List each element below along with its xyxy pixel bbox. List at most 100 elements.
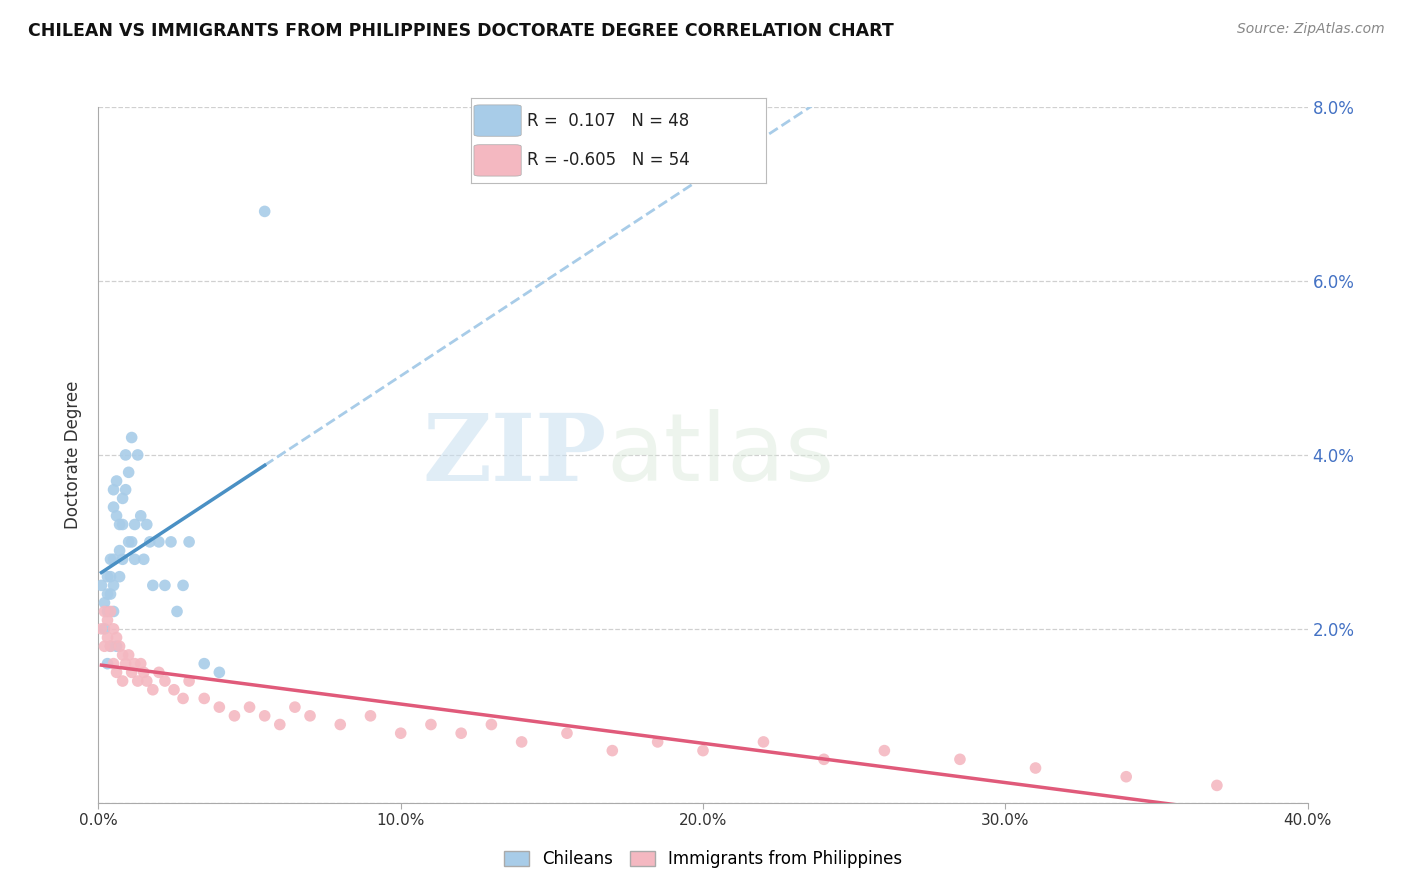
Point	[93, 639, 115, 653]
Point	[208, 665, 231, 680]
Point	[108, 639, 131, 653]
Point	[96, 605, 118, 619]
Point	[148, 665, 170, 680]
Point	[105, 474, 128, 488]
Point	[1024, 761, 1046, 775]
Point	[153, 674, 176, 689]
Point	[239, 700, 262, 714]
FancyBboxPatch shape	[474, 105, 522, 136]
Point	[100, 639, 122, 653]
Point	[108, 543, 131, 558]
Point	[172, 691, 194, 706]
Point	[253, 708, 276, 723]
Point	[96, 613, 118, 627]
Point	[166, 605, 188, 619]
Point	[103, 483, 125, 497]
Point	[127, 448, 149, 462]
Point	[129, 508, 152, 523]
Point	[103, 622, 125, 636]
Point	[692, 744, 714, 758]
Point	[114, 657, 136, 671]
Point	[111, 552, 134, 566]
Point	[224, 708, 246, 723]
Point	[90, 578, 112, 592]
Text: atlas: atlas	[606, 409, 835, 501]
Text: R = -0.605   N = 54: R = -0.605 N = 54	[527, 152, 690, 169]
Point	[96, 587, 118, 601]
Point	[100, 587, 122, 601]
Point	[450, 726, 472, 740]
Point	[1206, 778, 1229, 792]
Point	[148, 535, 170, 549]
Point	[114, 483, 136, 497]
Point	[103, 578, 125, 592]
Point	[389, 726, 412, 740]
Point	[135, 517, 157, 532]
Point	[142, 578, 165, 592]
Point	[96, 657, 118, 671]
Legend: Chileans, Immigrants from Philippines: Chileans, Immigrants from Philippines	[498, 843, 908, 874]
Point	[105, 508, 128, 523]
Point	[100, 605, 122, 619]
FancyBboxPatch shape	[474, 145, 522, 176]
Text: ZIP: ZIP	[422, 410, 606, 500]
Point	[360, 708, 382, 723]
Point	[172, 578, 194, 592]
Point	[163, 682, 186, 697]
Point	[510, 735, 533, 749]
Point	[93, 596, 115, 610]
Point	[153, 578, 176, 592]
Point	[121, 665, 143, 680]
Point	[269, 717, 291, 731]
Point	[647, 735, 669, 749]
Point	[96, 570, 118, 584]
Point	[132, 665, 155, 680]
Point	[96, 631, 118, 645]
Point	[103, 605, 125, 619]
Point	[420, 717, 443, 731]
Point	[111, 491, 134, 506]
Text: R =  0.107   N = 48: R = 0.107 N = 48	[527, 112, 689, 129]
Point	[108, 570, 131, 584]
Point	[111, 648, 134, 662]
Point	[193, 691, 215, 706]
Point	[284, 700, 307, 714]
Point	[139, 535, 162, 549]
Text: Source: ZipAtlas.com: Source: ZipAtlas.com	[1237, 22, 1385, 37]
Point	[124, 517, 146, 532]
Point	[121, 431, 143, 445]
Point	[253, 204, 276, 219]
Point	[100, 570, 122, 584]
Point	[118, 648, 141, 662]
Point	[193, 657, 215, 671]
Point	[208, 700, 231, 714]
Point	[752, 735, 775, 749]
Point	[1115, 770, 1137, 784]
Y-axis label: Doctorate Degree: Doctorate Degree	[65, 381, 83, 529]
Point	[481, 717, 503, 731]
Point	[179, 674, 201, 689]
Point	[111, 674, 134, 689]
Point	[949, 752, 972, 766]
Point	[93, 622, 115, 636]
Point	[813, 752, 835, 766]
Point	[132, 552, 155, 566]
Point	[100, 552, 122, 566]
Point	[105, 665, 128, 680]
Point	[873, 744, 896, 758]
Point	[103, 657, 125, 671]
Point	[103, 552, 125, 566]
Text: CHILEAN VS IMMIGRANTS FROM PHILIPPINES DOCTORATE DEGREE CORRELATION CHART: CHILEAN VS IMMIGRANTS FROM PHILIPPINES D…	[28, 22, 894, 40]
Point	[127, 674, 149, 689]
Point	[602, 744, 624, 758]
Point	[108, 517, 131, 532]
Point	[90, 622, 112, 636]
Point	[555, 726, 578, 740]
Point	[329, 717, 352, 731]
Point	[129, 657, 152, 671]
Point	[114, 448, 136, 462]
Point	[124, 552, 146, 566]
Point	[179, 535, 201, 549]
Point	[118, 535, 141, 549]
Point	[160, 535, 183, 549]
